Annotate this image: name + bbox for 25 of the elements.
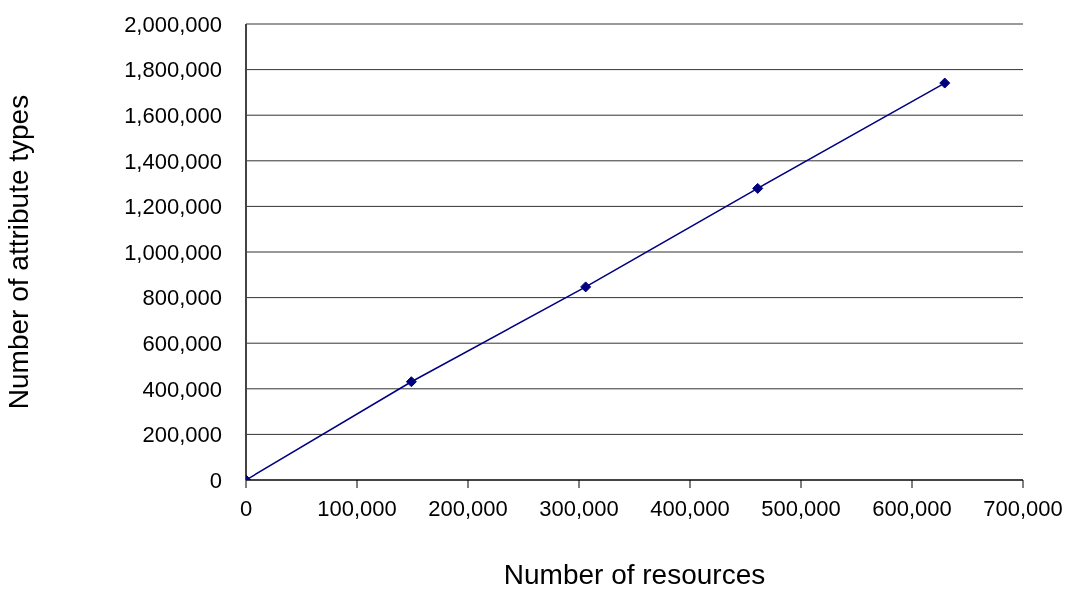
x-axis-title: Number of resources xyxy=(503,559,766,590)
x-tick-label: 400,000 xyxy=(650,495,730,521)
x-tick-label: 300,000 xyxy=(539,495,619,521)
y-axis-title: Number of attribute types xyxy=(2,94,34,410)
x-tick-label: 200,000 xyxy=(428,495,508,521)
x-tick-label: 600,000 xyxy=(872,495,952,521)
y-tick-label: 1,400,000 xyxy=(124,148,222,174)
y-tick-label: 1,600,000 xyxy=(124,103,222,129)
y-tick-label: 800,000 xyxy=(142,285,222,311)
y-tick-label: 200,000 xyxy=(142,422,222,448)
y-tick-label: 0 xyxy=(209,467,222,493)
y-tick-label: 2,000,000 xyxy=(124,11,222,37)
x-tick-label: 500,000 xyxy=(761,495,841,521)
y-tick-label: 1,000,000 xyxy=(124,239,222,265)
x-tick-label: 0 xyxy=(239,495,253,521)
x-tick-label: 700,000 xyxy=(983,495,1063,521)
y-tick-label: 600,000 xyxy=(142,331,222,357)
point xyxy=(752,182,764,194)
point xyxy=(939,77,951,89)
point xyxy=(405,376,417,388)
y-tick-label: 1,800,000 xyxy=(124,57,222,83)
x-tick-label: 100,000 xyxy=(317,495,397,521)
y-tick-label: 400,000 xyxy=(142,376,222,402)
y-tick-label: 1,200,000 xyxy=(124,194,222,220)
point xyxy=(580,281,592,293)
